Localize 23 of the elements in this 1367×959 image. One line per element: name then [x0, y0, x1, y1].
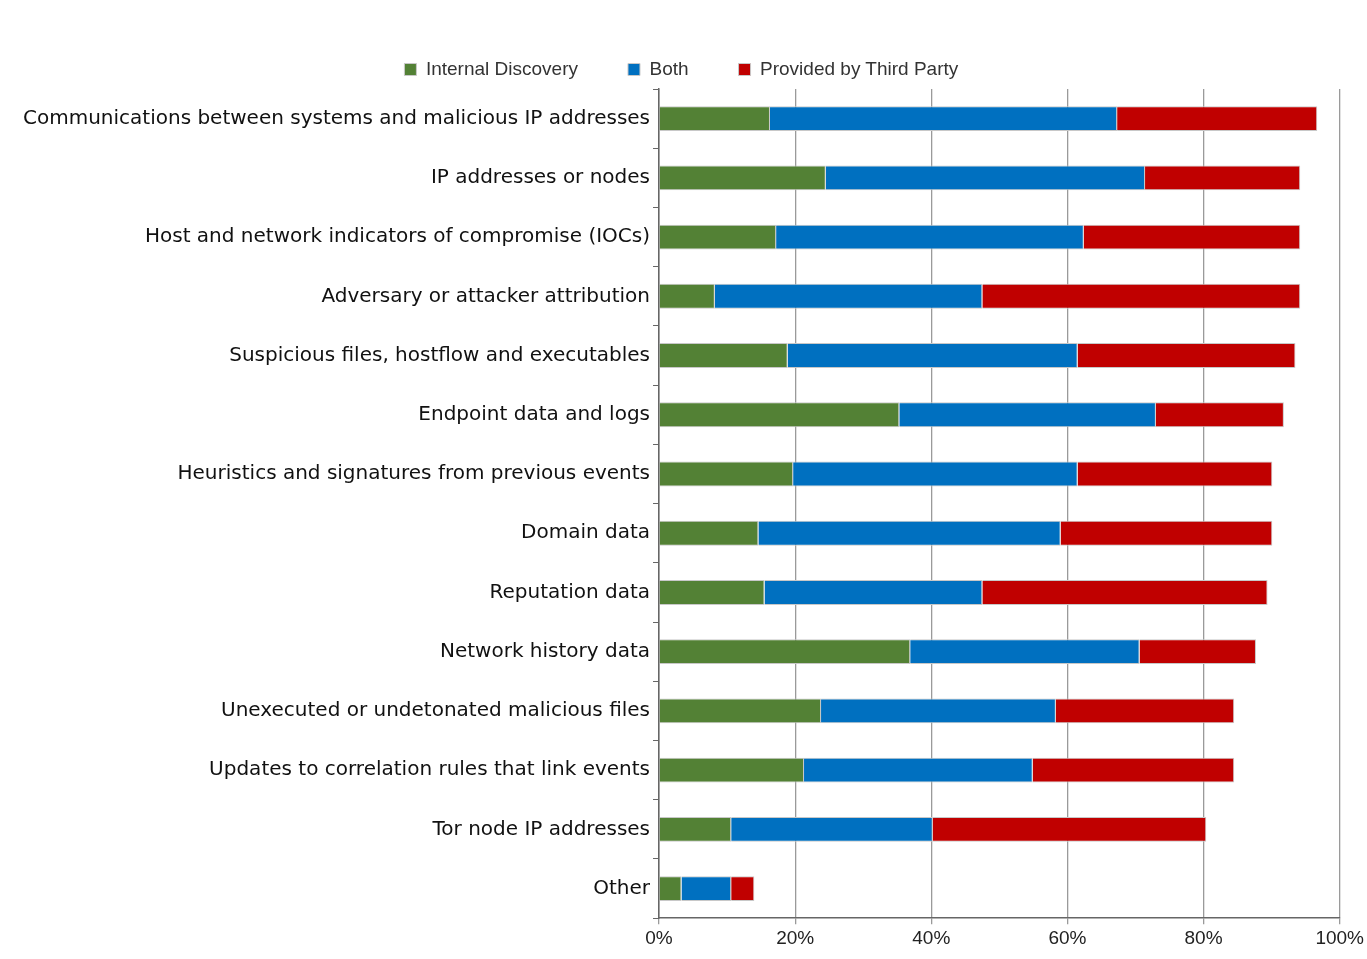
- y-tick-label: Network history data: [439, 637, 651, 662]
- y-tick-label: Other: [593, 874, 651, 899]
- y-tick-label: Domain data: [521, 519, 651, 544]
- y-tick-label: Host and network indicators of compromise (IOCs): [144, 223, 651, 248]
- y-tick-label: Suspicious files, hostflow and executables: [229, 341, 651, 366]
- y-tick-label: Reputation data: [489, 578, 651, 603]
- x-tick-label: 0%: [645, 926, 673, 948]
- x-tick-label: 100%: [1315, 926, 1365, 948]
- x-tick-label: 80%: [1184, 926, 1223, 948]
- x-tick-label: 60%: [1048, 926, 1087, 948]
- y-tick-label: Heuristics and signatures from previous events: [177, 460, 651, 485]
- legend-label: Both: [649, 57, 689, 79]
- y-tick-label: Unexecuted or undetonated malicious files: [221, 697, 651, 722]
- x-tick-label: 40%: [912, 926, 951, 948]
- y-tick-label: Adversary or attacker attribution: [321, 282, 651, 307]
- y-tick-label: Communications between systems and malicious IP addresses: [23, 104, 651, 129]
- y-tick-label: Updates to correlation rules that link events: [209, 756, 651, 781]
- y-tick-label: Tor node IP addresses: [431, 815, 651, 840]
- y-tick-label: IP addresses or nodes: [430, 164, 651, 189]
- y-tick-label: Endpoint data and logs: [418, 400, 651, 425]
- x-tick-label: 20%: [776, 926, 815, 948]
- legend-label: Internal Discovery: [425, 57, 579, 79]
- legend-label: Provided by Third Party: [760, 57, 959, 79]
